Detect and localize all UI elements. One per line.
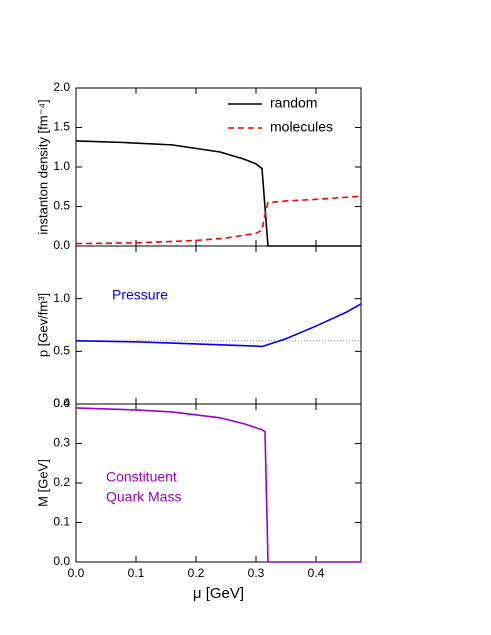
y-tick-label: 2.0: [53, 80, 70, 94]
x-tick-label: 0.4: [308, 566, 325, 580]
annotation: Constituent: [106, 469, 177, 485]
y-tick-label: 1.0: [53, 159, 70, 173]
plot-frame: [75, 87, 362, 247]
x-tick-label: 0.3: [248, 566, 265, 580]
data-line: [75, 140, 361, 247]
annotation: Pressure: [112, 287, 168, 303]
annotation: Quark Mass: [106, 489, 181, 505]
legend-label: molecules: [270, 119, 333, 135]
legend-label: random: [270, 95, 317, 111]
y-tick-label: 0.0: [53, 396, 70, 410]
y-axis-label: instanton density [fm⁻⁴]: [35, 99, 50, 234]
y-tick-label: 0.0: [53, 554, 70, 568]
x-axis-label: μ [GeV]: [193, 585, 244, 602]
data-line: [75, 303, 362, 348]
y-tick-label: 0.5: [53, 344, 70, 358]
x-tick-label: 0.2: [188, 566, 205, 580]
y-tick-label: 1.0: [53, 291, 70, 305]
y-tick-label: 0.5: [53, 199, 70, 213]
y-tick-label: 0.4: [53, 396, 70, 410]
y-tick-label: 0.3: [53, 436, 70, 450]
y-axis-label: M [GeV]: [35, 459, 50, 507]
y-tick-label: 0.2: [53, 475, 70, 489]
y-tick-label: 0.0: [53, 238, 70, 252]
data-line: [75, 195, 362, 245]
y-tick-label: 1.5: [53, 120, 70, 134]
x-tick-label: 0.0: [68, 566, 85, 580]
y-tick-label: 0.1: [53, 515, 70, 529]
data-line: [75, 407, 361, 563]
y-axis-label: p [Gev/fm³]: [35, 293, 50, 357]
x-tick-label: 0.1: [128, 566, 145, 580]
